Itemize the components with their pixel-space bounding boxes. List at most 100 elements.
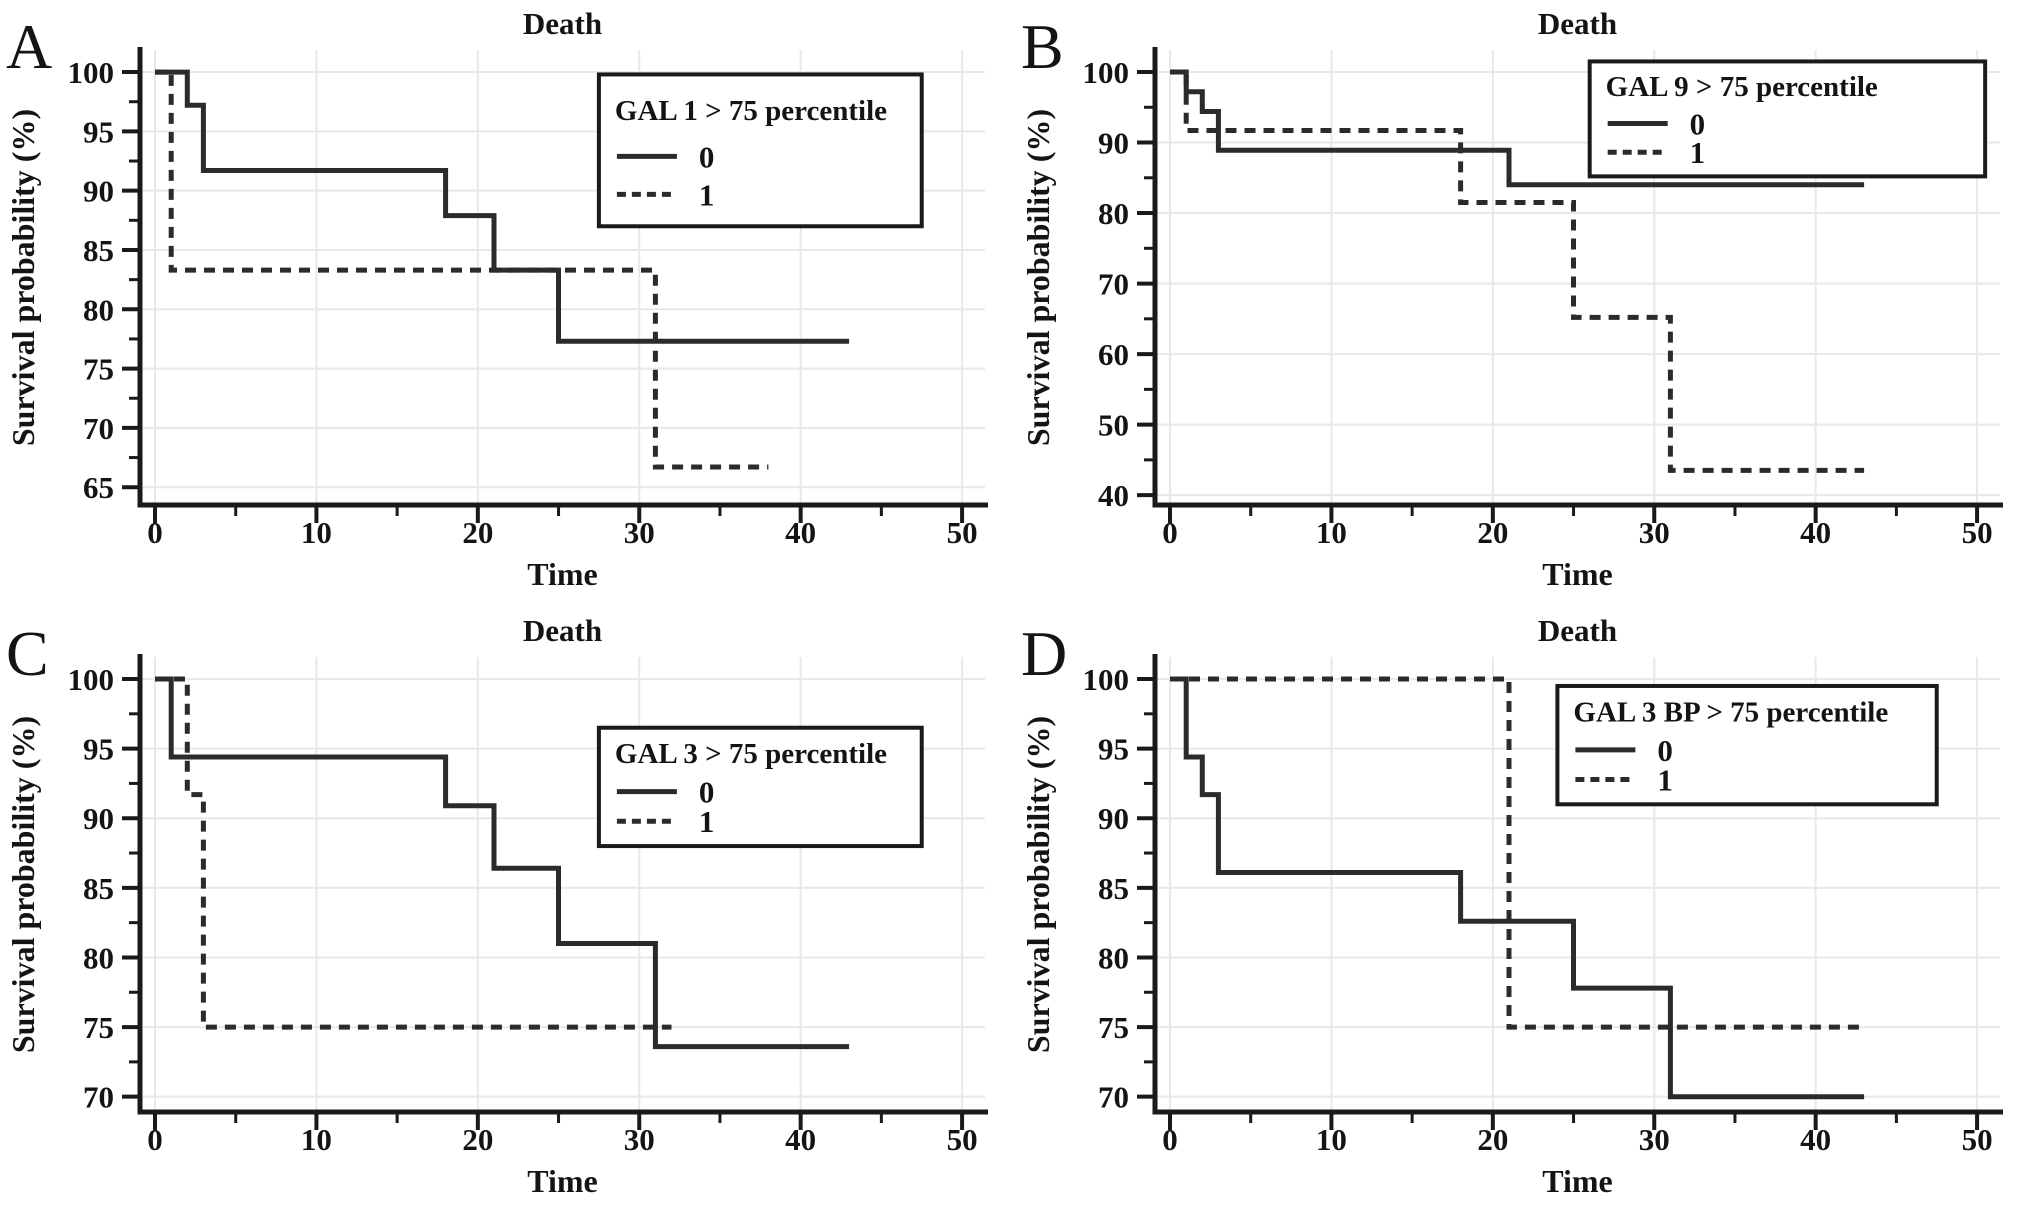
y-tick-label: 100 (1083, 662, 1130, 697)
panel-c: 70 75 80 85 90 95 100 0 10 20 30 40 50 Death C Time Surv… (0, 607, 1015, 1214)
panel-title: Death (523, 613, 602, 648)
legend-box (596, 725, 924, 849)
x-axis-title: Time (527, 556, 598, 592)
panel-title: Death (1538, 613, 1617, 648)
legend-title: GAL 9 > 75 percentile (1606, 71, 1878, 103)
x-tick-label: 50 (947, 1122, 978, 1157)
legend-box (1555, 683, 1939, 807)
x-tick-label: 40 (1800, 1122, 1831, 1157)
x-tick-label: 30 (1639, 515, 1670, 550)
y-tick-label: 80 (1098, 940, 1129, 975)
y-tick-label: 80 (1098, 196, 1129, 231)
x-tick-label: 20 (1477, 515, 1508, 550)
x-axis-title: Time (527, 1163, 598, 1199)
x-tick-label: 0 (147, 515, 163, 550)
y-tick-label: 80 (83, 292, 114, 327)
y-tick-label: 75 (83, 352, 114, 387)
legend-entry-label: 1 (699, 804, 715, 839)
panel-b: 40 50 60 70 80 90 100 0 10 20 30 40 50 Death B Time Surv… (1015, 0, 2031, 607)
y-tick-label: 40 (1098, 478, 1129, 513)
legend-entry-label: 1 (1690, 135, 1706, 170)
y-tick-label: 95 (83, 732, 114, 767)
x-tick-label: 10 (301, 515, 332, 550)
y-tick-label: 90 (1098, 126, 1129, 161)
panel-letter: C (6, 618, 49, 689)
legend-entry-label: 0 (1657, 733, 1673, 768)
y-tick-label: 75 (1098, 1010, 1129, 1045)
legend-title: GAL 3 BP > 75 percentile (1573, 696, 1888, 728)
km-step-curve-group-1 (1170, 69, 1865, 473)
km-step-curve-group-0 (1170, 676, 1865, 1100)
panel-letter: A (6, 11, 52, 82)
y-tick-label: 95 (83, 114, 114, 149)
y-tick-label: 60 (1098, 337, 1129, 372)
y-tick-label: 95 (1098, 732, 1129, 767)
y-tick-label: 90 (1098, 801, 1129, 836)
km-step-curve-group-1 (1170, 676, 1865, 1030)
y-axis-title: Survival probability (%) (1020, 716, 1056, 1053)
y-tick-label: 70 (1098, 267, 1129, 302)
panel-title: Death (1538, 6, 1617, 41)
y-tick-label: 90 (83, 801, 114, 836)
y-tick-label: 85 (83, 871, 114, 906)
x-tick-label: 50 (1962, 1122, 1993, 1157)
legend-entry-label: 0 (699, 139, 715, 174)
legend-title: GAL 3 > 75 percentile (615, 738, 887, 770)
panel-title: Death (523, 6, 602, 41)
km-step-curve-group-0 (155, 676, 850, 1050)
x-tick-label: 20 (462, 1122, 493, 1157)
km-step-curve-group-1 (155, 69, 769, 470)
legend-title: GAL 1 > 75 percentile (615, 95, 887, 127)
y-tick-label: 100 (68, 55, 115, 90)
y-tick-label: 75 (83, 1010, 114, 1045)
y-tick-label: 70 (1098, 1080, 1129, 1115)
y-tick-label: 90 (83, 174, 114, 209)
y-tick-label: 85 (1098, 871, 1129, 906)
legend-entry-label: 0 (1690, 106, 1706, 141)
x-tick-label: 40 (1800, 515, 1831, 550)
x-tick-label: 10 (1316, 1122, 1347, 1157)
x-tick-label: 30 (1639, 1122, 1670, 1157)
panel-a: 65 70 75 80 85 90 95 100 0 10 20 30 40 50 Death A Time Su… (0, 0, 1015, 607)
panel-letter: D (1021, 618, 1067, 689)
legend-entry-label: 1 (699, 177, 715, 212)
x-tick-label: 40 (785, 515, 816, 550)
x-tick-label: 50 (1962, 515, 1993, 550)
x-tick-label: 10 (1316, 515, 1347, 550)
y-tick-label: 70 (83, 411, 114, 446)
y-tick-label: 85 (83, 233, 114, 268)
y-tick-label: 80 (83, 940, 114, 975)
x-tick-label: 10 (301, 1122, 332, 1157)
y-tick-label: 65 (83, 470, 114, 505)
y-axis-title: Survival probability (%) (5, 716, 41, 1053)
y-tick-label: 50 (1098, 408, 1129, 443)
x-tick-label: 20 (1477, 1122, 1508, 1157)
x-axis-title: Time (1542, 1163, 1613, 1199)
x-tick-label: 30 (624, 1122, 655, 1157)
x-tick-label: 20 (462, 515, 493, 550)
x-tick-label: 0 (1162, 1122, 1178, 1157)
panel-letter: B (1021, 11, 1064, 82)
x-tick-label: 0 (147, 1122, 163, 1157)
km-step-curve-group-1 (155, 676, 672, 1030)
km-step-curve-group-0 (155, 69, 850, 344)
y-tick-label: 100 (1083, 55, 1130, 90)
x-tick-label: 0 (1162, 515, 1178, 550)
x-tick-label: 50 (947, 515, 978, 550)
legend-entry-label: 0 (699, 775, 715, 810)
legend-entry-label: 1 (1657, 762, 1673, 797)
x-tick-label: 40 (785, 1122, 816, 1157)
y-axis-title: Survival probability (%) (1020, 109, 1056, 446)
y-tick-label: 70 (83, 1080, 114, 1115)
y-tick-label: 100 (68, 662, 115, 697)
x-axis-title: Time (1542, 556, 1613, 592)
legend-box (1587, 59, 1988, 179)
y-axis-title: Survival probability (%) (5, 109, 41, 446)
panel-d: 70 75 80 85 90 95 100 0 10 20 30 40 50 Death D Time Surv… (1015, 607, 2031, 1214)
legend-box (596, 72, 924, 229)
